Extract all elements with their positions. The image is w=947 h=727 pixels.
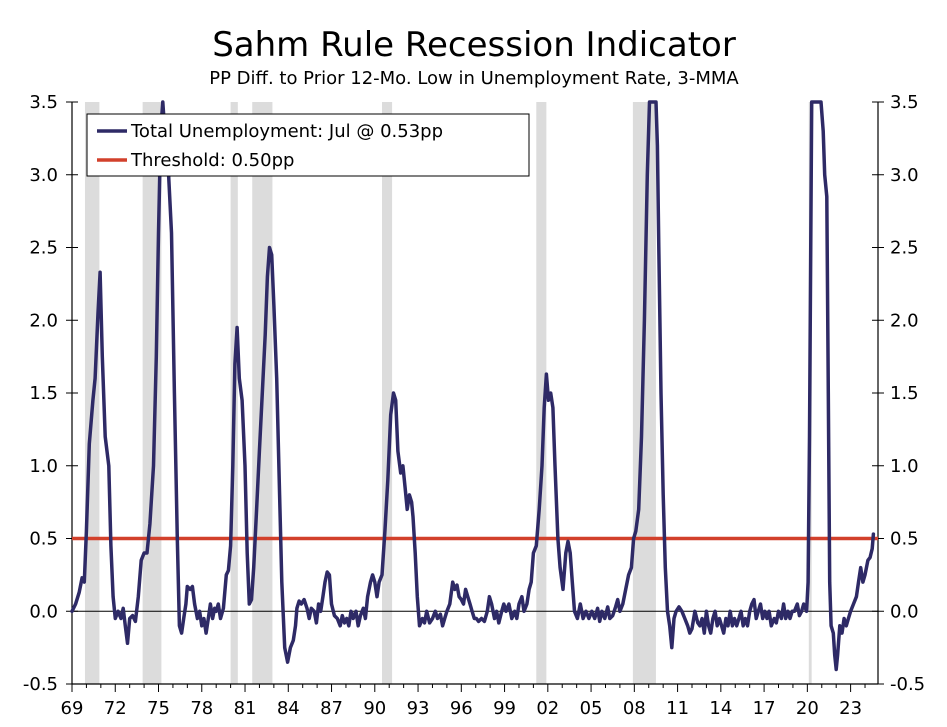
y-tick-label-right: -0.5 [890, 674, 925, 695]
legend: Total Unemployment: Jul @ 0.53pp Thresho… [86, 113, 530, 177]
x-tick-label: 69 [61, 698, 84, 719]
legend-label-total-unemployment: Total Unemployment: Jul @ 0.53pp [130, 121, 443, 142]
x-tick-label: 17 [753, 698, 776, 719]
recession-band-5 [536, 102, 547, 684]
x-tick-label: 11 [666, 698, 689, 719]
y-tick-label-right: 0.5 [890, 529, 919, 550]
x-tick-label: 23 [839, 698, 862, 719]
y-tick-label-right: 3.5 [890, 92, 919, 113]
chart-title: Sahm Rule Recession Indicator [212, 25, 736, 65]
x-tick-label: 99 [493, 698, 516, 719]
recession-band-6 [632, 102, 656, 684]
series-layer [70, 100, 876, 672]
x-tick-label: 20 [796, 698, 819, 719]
x-tick-label: 72 [104, 698, 127, 719]
y-tick-label-left: -0.5 [23, 674, 58, 695]
chart-subtitle: PP Diff. to Prior 12-Mo. Low in Unemploy… [209, 68, 739, 89]
y-tick-label-right: 2.0 [890, 310, 919, 331]
x-tick-label: 78 [190, 698, 213, 719]
y-tick-label-left: 2.5 [29, 238, 58, 259]
y-tick-label-right: 0.0 [890, 601, 919, 622]
y-tick-label-right: 3.0 [890, 165, 919, 186]
x-tick-label: 02 [536, 698, 559, 719]
y-tick-label-left: 2.0 [29, 310, 58, 331]
y-tick-label-right: 1.0 [890, 456, 919, 477]
y-tick-label-left: 3.0 [29, 165, 58, 186]
y-tick-label-left: 0.5 [29, 529, 58, 550]
legend-label-threshold: Threshold: 0.50pp [130, 150, 294, 171]
y-tick-label-left: 3.5 [29, 92, 58, 113]
y-tick-label-left: 0.0 [29, 601, 58, 622]
axes: -0.5 -0.5 0.0 0.0 0.5 0.5 1.0 1.0 1.5 1.5 2.0 2.0 2.… [23, 92, 925, 719]
x-tick-label: 08 [623, 698, 646, 719]
x-tick-label: 93 [407, 698, 430, 719]
x-tick-label: 14 [709, 698, 732, 719]
legend-box [86, 113, 530, 177]
x-tick-label: 05 [580, 698, 603, 719]
x-tick-label: 84 [277, 698, 300, 719]
y-tick-label-right: 2.5 [890, 238, 919, 259]
recession-band-4 [382, 102, 393, 684]
x-tick-label: 87 [320, 698, 343, 719]
x-tick-label: 75 [147, 698, 170, 719]
x-tick-label: 90 [363, 698, 386, 719]
y-tick-label-left: 1.0 [29, 456, 58, 477]
y-tick-label-right: 1.5 [890, 383, 919, 404]
series-line-total-unemployment [70, 100, 876, 672]
x-tick-label: 96 [450, 698, 473, 719]
x-tick-label: 81 [234, 698, 257, 719]
y-tick-label-left: 1.5 [29, 383, 58, 404]
